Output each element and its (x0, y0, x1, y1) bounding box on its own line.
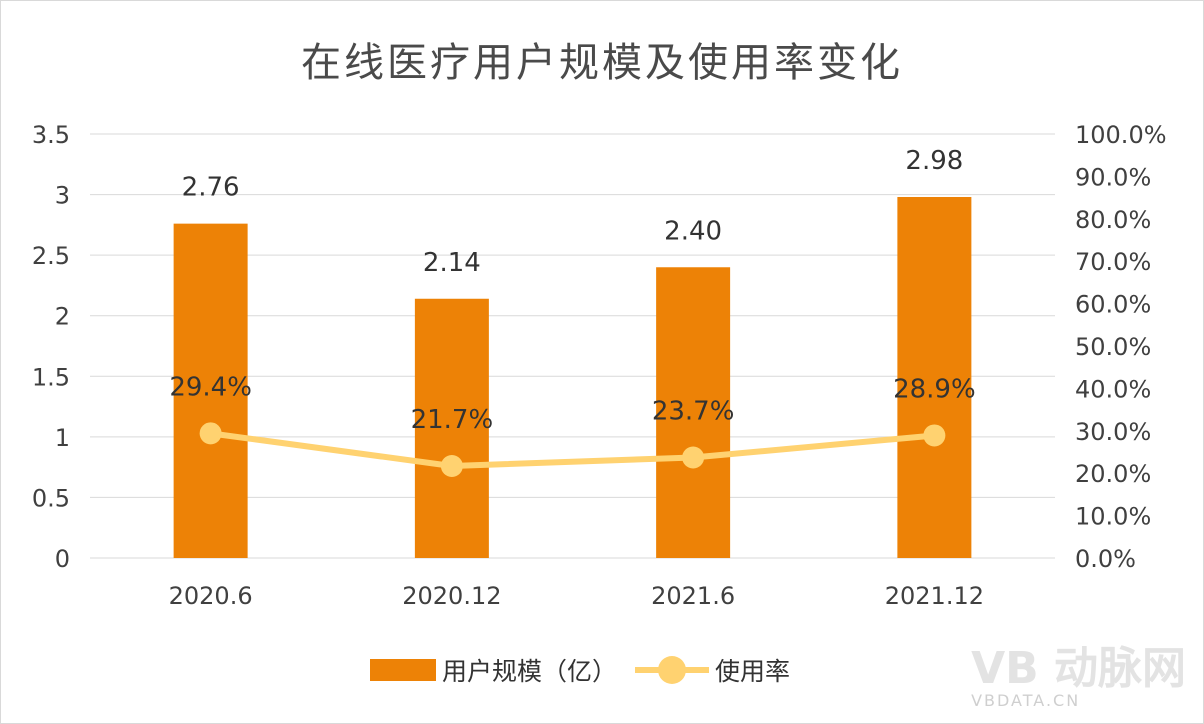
y-right-tick-label: 40.0% (1075, 375, 1151, 403)
watermark-url: VBDATA.CN (971, 691, 1081, 710)
line-series-usage-rate (210, 430, 935, 469)
y-right-tick-label: 50.0% (1075, 333, 1151, 361)
legend-label-usage-rate: 使用率 (715, 657, 791, 686)
y-left-tick-label: 0 (55, 545, 70, 573)
legend: 用户规模（亿） 使用率 (370, 650, 808, 690)
bar-value-label: 2.14 (423, 248, 481, 278)
y-right-tick-label: 90.0% (1075, 163, 1151, 191)
legend-bar-swatch (370, 659, 436, 681)
bar (173, 223, 248, 558)
x-tick-label: 2021.6 (651, 582, 735, 610)
line-point (199, 422, 222, 445)
bar-value-label: 2.40 (664, 216, 722, 246)
watermark: VB 动脉网 VBDATA.CN (971, 643, 1186, 711)
x-tick-label: 2020.12 (402, 582, 501, 610)
y-right-tick-label: 0.0% (1075, 545, 1136, 573)
x-tick-label: 2020.6 (169, 582, 253, 610)
legend-item-user-scale: 用户规模（亿） (370, 652, 617, 688)
y-left-tick-label: 3.5 (32, 121, 70, 149)
bar (897, 196, 972, 558)
x-tick-label: 2021.12 (885, 582, 984, 610)
y-left-tick-label: 1.5 (32, 363, 70, 391)
legend-label-user-scale: 用户规模（亿） (442, 657, 618, 686)
line-value-label: 23.7% (652, 397, 735, 427)
y-left-tick-label: 1 (55, 424, 70, 452)
line-value-label: 29.4% (169, 372, 252, 402)
bar (656, 267, 731, 558)
legend-line-swatch (635, 655, 710, 685)
bar-value-label: 2.76 (182, 173, 240, 203)
y-left-tick-label: 2 (55, 303, 70, 331)
chart-title: 在线医疗用户规模及使用率变化 (301, 40, 903, 86)
watermark-logo: VB 动脉网 (971, 643, 1186, 694)
y-left-tick-label: 3 (55, 182, 70, 210)
line-point (440, 454, 463, 477)
legend-item-usage-rate: 使用率 (635, 652, 790, 688)
y-right-tick-label: 60.0% (1075, 291, 1151, 319)
bar (414, 298, 489, 558)
y-left-tick-label: 2.5 (32, 242, 70, 270)
line-value-label: 21.7% (411, 405, 494, 435)
y-right-tick-label: 70.0% (1075, 248, 1151, 276)
line-point (682, 446, 705, 469)
y-right-tick-label: 10.0% (1075, 503, 1151, 531)
line-point (923, 424, 946, 447)
y-right-tick-label: 80.0% (1075, 206, 1151, 234)
line-value-label: 28.9% (893, 374, 976, 404)
y-right-tick-label: 100.0% (1075, 121, 1167, 149)
y-right-tick-label: 20.0% (1075, 460, 1151, 488)
bar-value-label: 2.98 (905, 146, 963, 176)
y-left-tick-label: 0.5 (32, 484, 70, 512)
y-right-tick-label: 30.0% (1075, 418, 1151, 446)
